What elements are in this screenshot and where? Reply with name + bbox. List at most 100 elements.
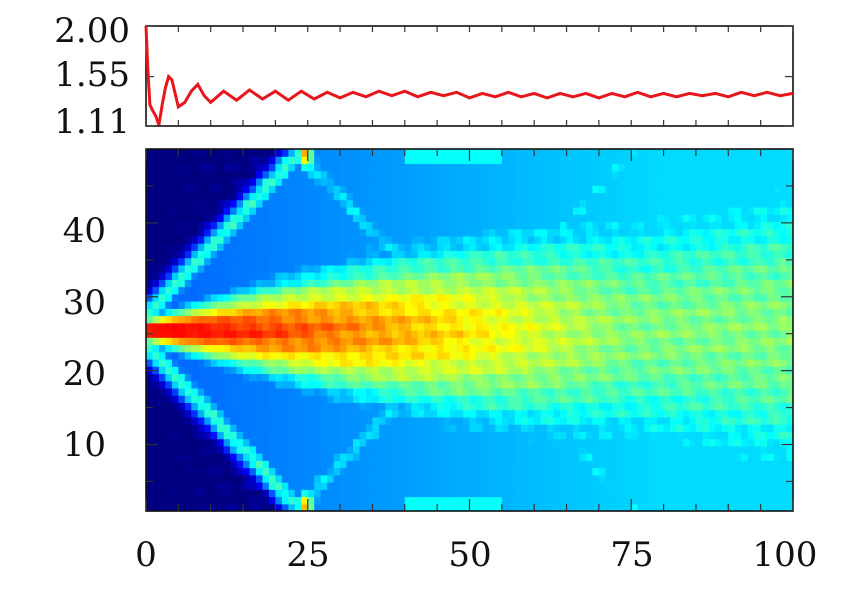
heatmap-cell [754,489,762,498]
heatmap-cell [262,489,270,498]
heatmap-cell [650,416,658,425]
heatmap-cell [146,395,154,403]
heatmap-cell [469,156,477,165]
heatmap-cell [430,272,438,280]
heatmap-cell [340,380,348,389]
heatmap-cell [663,301,671,309]
heatmap-cell [191,286,199,295]
heatmap-cell [670,431,678,440]
heatmap-cell [631,424,639,432]
heatmap-cell [592,402,600,411]
heatmap-cell [566,301,574,309]
heatmap-cell [579,243,587,251]
heatmap-cell [592,250,600,259]
heatmap-cell [508,453,516,461]
heatmap-cell [301,170,309,179]
heatmap-cell [281,149,289,157]
heatmap-cell [721,503,729,512]
heatmap-cell [463,322,471,331]
heatmap-cell [255,496,264,505]
heatmap-cell [314,503,322,512]
heatmap-cell [301,380,309,389]
heatmap-cell [760,286,768,295]
heatmap-cell [230,489,238,498]
heatmap-cell [340,322,348,331]
heatmap-cell [560,467,568,476]
heatmap-cell [585,163,594,172]
heatmap-cell [223,373,231,382]
heatmap-cell [508,503,516,512]
heatmap-cell [683,149,691,157]
heatmap-cell [475,250,484,259]
heatmap-cell [197,235,205,244]
heatmap-cell [553,170,561,179]
heatmap-cell [391,221,399,230]
heatmap-cell [249,286,257,295]
heatmap-cell [398,286,406,295]
heatmap-cell [255,177,264,186]
heatmap-cell [178,214,186,222]
heatmap-cell [171,503,179,512]
heatmap-cell [249,474,257,483]
heatmap-cell [236,373,244,382]
heatmap-cell [773,366,781,375]
heatmap-cell [760,185,768,194]
heatmap-cell [327,373,335,382]
heatmap-cell [391,445,399,454]
heatmap-cell [191,467,199,476]
heatmap-cell [637,228,645,237]
heatmap-cell [236,315,244,324]
heatmap-cell [430,264,438,273]
heatmap-cell [695,279,704,288]
heatmap-cell [780,496,788,505]
heatmap-cell [236,474,244,483]
heatmap-cell [611,482,619,490]
heatmap-cell [255,214,264,222]
heatmap-cell [670,272,678,280]
heatmap-cell [171,192,179,201]
top-y-ticks [146,25,793,127]
heatmap-cell [624,293,632,302]
heatmap-cell [430,228,438,237]
heatmap-cell [417,438,425,447]
heatmap-cell [437,482,445,490]
heatmap-cell [437,293,445,302]
heatmap-cell [307,474,315,483]
heatmap-cell [417,322,425,331]
heatmap-cell [236,221,244,230]
heatmap-cell [243,149,251,157]
heatmap-cell [359,149,367,157]
heatmap-cell [165,149,173,157]
heatmap-cell [391,424,399,432]
heatmap-cell [754,170,762,179]
heatmap-cell [346,387,354,396]
heatmap-cell [450,424,458,432]
heatmap-cell [585,228,594,237]
heatmap-cell [540,438,548,447]
heatmap-cell [333,467,341,476]
heatmap-cell [773,373,781,382]
heatmap-cell [573,192,581,201]
heatmap-cell [320,279,328,288]
heatmap-cell [223,308,231,317]
heatmap-cell [514,308,522,317]
heatmap-cell [540,221,548,230]
heatmap-cell [365,206,374,215]
heatmap-cell [417,424,425,432]
heatmap-cell [450,503,458,512]
heatmap-cell [657,373,665,382]
heatmap-cell [708,373,716,382]
heatmap-cell [683,402,691,411]
heatmap-cell [644,395,652,403]
heatmap-cell [598,460,606,469]
heatmap-cell [618,279,626,288]
heatmap-cell [773,250,781,259]
heatmap-cell [747,206,755,215]
heatmap-cell [553,330,561,338]
heatmap-cell [721,431,729,440]
heatmap-cell [585,286,594,295]
heatmap-cell [540,156,548,165]
heatmap-cell [424,272,432,280]
heatmap-cell [754,380,762,389]
heatmap-cell [430,250,438,259]
